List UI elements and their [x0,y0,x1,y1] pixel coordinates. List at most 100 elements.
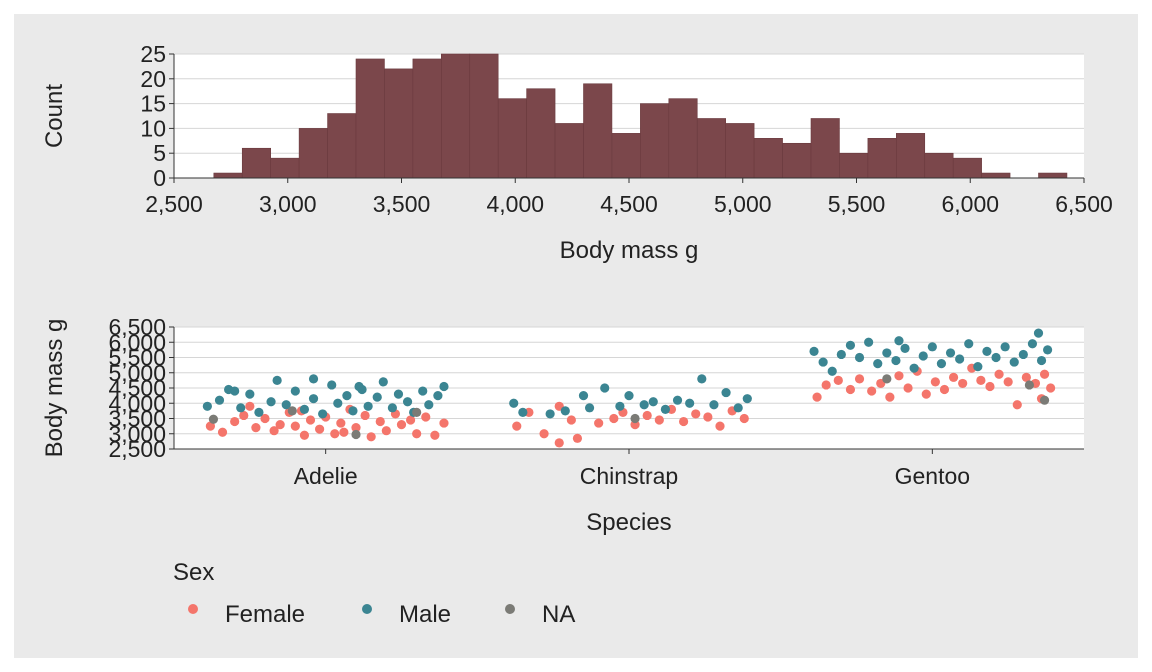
histogram-bar [640,103,670,179]
point-female [812,392,822,402]
stripplot-x-ticks: Adelie Chinstrap Gentoo [294,449,970,489]
point-female [230,416,240,427]
point-male [418,386,428,396]
point-male [354,381,364,392]
point-male [945,348,956,358]
point-female [691,409,701,419]
point-male [378,377,388,387]
point-female [985,381,995,392]
point-female [217,427,228,437]
point-male [202,401,212,411]
point-female [381,426,391,436]
histogram-bar [213,172,243,179]
point-male [1027,339,1038,349]
legend-swatch-female [188,604,198,614]
stripplot-panel: 2,5003,0003,5004,0004,5005,0005,5006,000… [41,314,1084,536]
point-male [936,359,947,369]
point-male [918,351,928,361]
point-male [882,348,892,358]
histogram-y-tick-label: 15 [140,91,166,117]
histogram-x-tick-label: 6,000 [941,191,999,217]
point-female [269,426,279,436]
point-female [994,369,1004,379]
point-female [976,375,986,385]
legend-label-female: Female [225,601,305,628]
point-female [845,384,856,395]
point-male [578,391,589,401]
histogram-bar [298,128,328,179]
histogram-bar [355,58,385,179]
point-male [660,404,671,414]
histogram-bar [384,68,414,179]
point-male [272,375,282,385]
point-male [342,391,352,401]
point-male [672,395,683,405]
point-female [894,371,904,381]
point-male [845,340,856,350]
point-male [348,406,358,416]
stripplot-y-tick-label: 4,000 [108,390,166,416]
point-female [739,413,749,424]
point-male [894,336,904,346]
point-na [208,414,219,424]
histogram-bar [867,138,897,179]
histogram-bar [924,152,954,179]
point-male [685,398,695,408]
point-male [363,401,373,411]
point-male [1043,345,1053,355]
point-female [430,430,440,440]
point-male [991,352,1001,363]
legend-swatch-na [505,604,515,614]
histogram-bar [554,123,584,179]
point-male [327,380,337,390]
point-female [566,415,576,425]
point-male [721,387,731,398]
point-female [336,418,346,428]
histogram-bar [753,138,783,179]
point-female [412,429,422,439]
point-male [402,397,413,407]
point-female [290,421,300,431]
point-male [955,354,965,364]
point-male [560,406,570,416]
point-male [1033,328,1044,338]
histogram-y-tick-label: 20 [140,66,166,92]
point-female [512,421,522,431]
histogram-bar [1038,172,1068,179]
stripplot-y-ticks: 2,5003,0003,5004,0004,5005,0005,5006,000… [108,314,174,462]
point-male [230,386,240,396]
point-male [709,400,719,410]
legend-swatch-male [362,604,372,614]
point-female [821,380,831,390]
point-female [554,438,564,448]
stripplot-x-axis-title: Species [586,509,671,536]
point-female [375,416,385,427]
point-male [518,407,528,417]
point-male [982,346,992,356]
point-male [308,394,319,404]
histogram-x-axis-title: Body mass g [560,237,699,264]
point-male [424,400,434,410]
stripplot-x-tick-label: Adelie [294,463,358,489]
histogram-bars [213,53,1068,179]
point-male [864,337,874,347]
point-female [572,433,583,443]
point-female [275,420,285,430]
point-male [1036,355,1047,366]
point-female [1046,383,1056,393]
point-female [903,383,913,393]
point-male [809,346,819,356]
histogram-bar [725,123,755,179]
point-male [308,374,319,384]
point-female [421,412,431,422]
histogram-bar [896,133,926,179]
point-female [654,415,664,425]
point-male [873,359,883,369]
point-female [833,375,843,385]
point-female [205,421,215,431]
legend-items: Female Male NA [188,601,575,628]
point-female [539,429,549,439]
point-female [921,389,931,399]
point-female [315,424,325,434]
